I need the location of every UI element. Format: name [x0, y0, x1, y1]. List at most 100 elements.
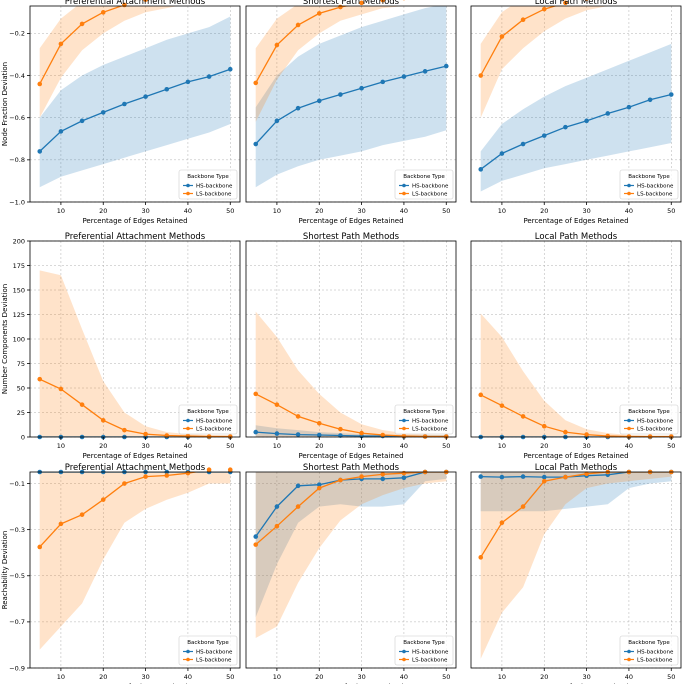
x-tick-label: 20 — [315, 442, 323, 450]
data-point — [295, 432, 301, 437]
x-tick-label: 30 — [141, 207, 149, 215]
data-point — [541, 423, 547, 429]
legend-title: Backbone Type — [187, 174, 229, 180]
data-point — [520, 474, 526, 479]
series-line-ls — [480, 6, 558, 76]
data-point — [316, 485, 322, 491]
x-tick-label: 30 — [141, 442, 149, 450]
plot-frame — [245, 240, 457, 438]
x-tick-label: 20 — [99, 207, 107, 215]
data-point — [295, 414, 301, 419]
data-point — [563, 474, 568, 480]
data-point — [122, 101, 127, 107]
data-point — [316, 420, 322, 426]
series-line-ls — [255, 472, 447, 546]
data-point — [185, 79, 191, 85]
x-tick-label: 20 — [99, 442, 107, 450]
data-point — [227, 66, 233, 72]
data-point — [206, 434, 212, 439]
legend-title: Backbone Type — [403, 409, 445, 415]
legend-box — [394, 635, 454, 666]
data-point — [316, 11, 322, 16]
data-point — [316, 98, 322, 104]
data-point — [626, 104, 632, 110]
data-point — [253, 542, 259, 547]
x-tick-label: 30 — [582, 673, 590, 681]
x-tick-label: 10 — [498, 673, 506, 681]
data-point — [563, 0, 568, 6]
data-point — [58, 41, 64, 47]
y-tick-label: −0.8 — [9, 156, 25, 164]
x-tick-label: 40 — [184, 673, 192, 681]
subplot-title: Preferential Attachment Methods — [65, 463, 206, 473]
legend-box — [178, 169, 238, 200]
subplot-title: Local Path Methods — [535, 232, 618, 242]
x-tick-label: 50 — [442, 442, 450, 450]
x-tick-label: 10 — [273, 207, 281, 215]
subplot-title: Shortest Path Methods — [303, 232, 400, 242]
x-tick-label: 40 — [625, 207, 633, 215]
data-point — [274, 523, 280, 529]
x-tick-label: 10 — [498, 442, 506, 450]
data-point — [520, 141, 526, 147]
legend-label: LS-backbone — [412, 658, 448, 664]
x-axis-label: Percentage of Edges Retained — [523, 452, 628, 460]
legend-box — [394, 169, 454, 200]
legend-label: HS-backbone — [196, 419, 233, 425]
series-line-ls — [480, 394, 672, 437]
data-point — [253, 80, 259, 86]
legend-label: HS-backbone — [637, 650, 674, 656]
legend-marker — [627, 649, 631, 654]
data-point — [584, 471, 589, 477]
data-point — [359, 0, 364, 6]
data-point — [316, 432, 322, 438]
y-tick-label: −0.1 — [9, 480, 25, 488]
confidence-band-ls — [255, 6, 404, 122]
data-point — [79, 402, 85, 407]
data-point — [316, 482, 322, 487]
x-tick-label: 30 — [141, 673, 149, 681]
legend-marker — [402, 191, 406, 196]
data-point — [295, 504, 301, 509]
series-line-hs — [255, 472, 447, 537]
legend-marker — [402, 183, 406, 188]
x-tick-label: 20 — [99, 673, 107, 681]
data-point — [563, 429, 568, 435]
legend-label: HS-backbone — [637, 184, 674, 190]
x-tick-label: 20 — [540, 207, 548, 215]
x-tick-label: 30 — [357, 673, 365, 681]
x-tick-label: 30 — [582, 207, 590, 215]
plot-frame — [245, 5, 457, 203]
legend-marker — [627, 191, 631, 196]
data-point — [164, 473, 170, 478]
x-tick-label: 40 — [400, 207, 408, 215]
confidence-band-ls — [255, 472, 447, 638]
data-point — [338, 477, 343, 483]
data-point — [274, 504, 280, 509]
subplot-title: Shortest Path Methods — [303, 0, 400, 7]
data-point — [380, 472, 386, 477]
plot-frame — [29, 5, 241, 203]
data-point — [37, 81, 43, 87]
legend-marker — [186, 657, 190, 662]
data-point — [380, 0, 386, 3]
data-point — [253, 534, 259, 539]
y-tick-label: −0.9 — [9, 664, 25, 672]
confidence-band-ls — [39, 270, 231, 437]
legend-marker — [402, 657, 406, 662]
legend-label: HS-backbone — [412, 184, 449, 190]
data-point — [541, 6, 547, 12]
data-point — [206, 74, 212, 79]
y-tick-label: 125 — [13, 311, 25, 319]
data-point — [253, 429, 259, 435]
x-axis-label: Percentage of Edges Retained — [298, 452, 403, 460]
plot-frame — [470, 471, 682, 669]
x-axis-label: Percentage of Edges Retained — [82, 452, 187, 460]
plot-frame — [29, 471, 241, 669]
data-point — [100, 10, 106, 15]
x-axis-label: Percentage of Edges Retained — [298, 217, 403, 225]
legend-box — [178, 404, 238, 435]
data-point — [122, 427, 127, 433]
series-line-hs — [480, 93, 672, 170]
x-tick-label: 20 — [540, 442, 548, 450]
